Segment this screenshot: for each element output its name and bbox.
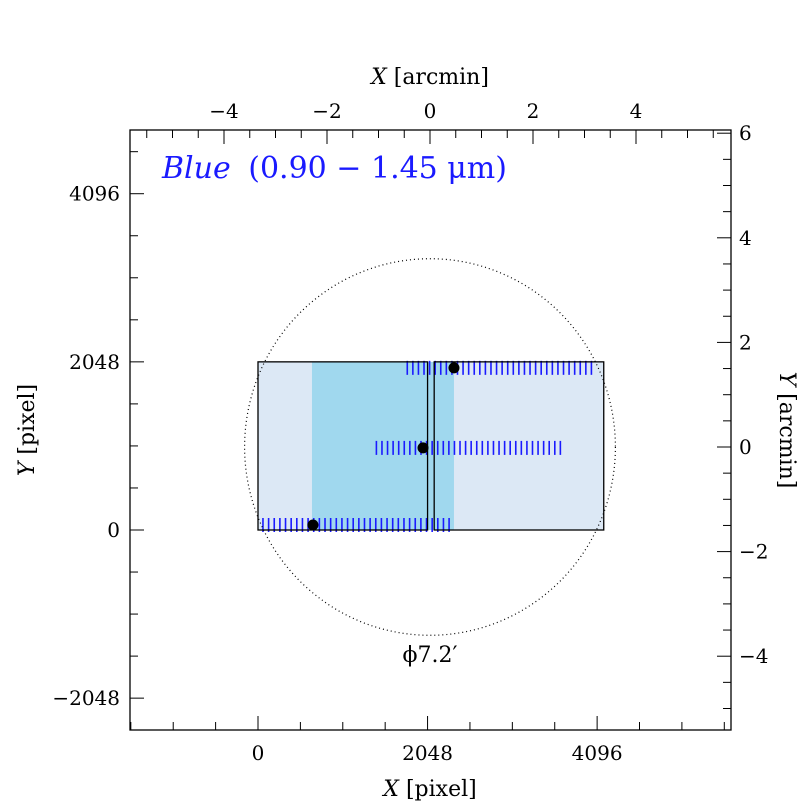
y-arcmin-tick-label: 6 bbox=[739, 121, 752, 145]
x-arcmin-tick-label: 0 bbox=[424, 99, 437, 123]
x-pixel-tick-label: 2048 bbox=[402, 741, 453, 765]
y-pixel-tick-label: 2048 bbox=[69, 350, 120, 374]
y-pixel-tick-label: −2048 bbox=[52, 686, 120, 710]
x-arcmin-tick-label: 4 bbox=[630, 99, 643, 123]
band-title-name: Blue bbox=[161, 151, 231, 186]
x-arcmin-tick-label: −2 bbox=[312, 99, 341, 123]
field-circle-label: ϕ7.2′ bbox=[403, 643, 458, 668]
y-pixel-axis-label: Y [pixel] bbox=[15, 384, 40, 476]
wavelength-band-region bbox=[311, 361, 454, 530]
x-pixel-tick-label: 4096 bbox=[572, 741, 623, 765]
y-arcmin-axis-label: Y [arcmin] bbox=[774, 372, 799, 489]
y-arcmin-tick-label: 4 bbox=[739, 226, 752, 250]
dither-row-1 bbox=[375, 440, 562, 455]
y-arcmin-tick-label: −4 bbox=[739, 644, 768, 668]
x-pixel-axis-label: X [pixel] bbox=[381, 777, 476, 802]
detector-outline-1 bbox=[433, 361, 605, 531]
pointing-marker-1 bbox=[417, 442, 429, 454]
y-arcmin-tick-label: −2 bbox=[739, 540, 768, 564]
x-arcmin-tick-label: −4 bbox=[209, 99, 238, 123]
pointing-marker-0 bbox=[307, 519, 319, 531]
y-arcmin-tick-label: 2 bbox=[739, 330, 752, 354]
x-arcmin-axis-label: X [arcmin] bbox=[369, 65, 489, 90]
x-arcmin-tick-label: 2 bbox=[527, 99, 540, 123]
pointing-marker-2 bbox=[448, 362, 460, 374]
band-title-range: (0.90 − 1.45 μm) bbox=[248, 151, 507, 186]
detector-fill-1 bbox=[434, 361, 604, 530]
field-of-view-circle bbox=[244, 258, 616, 636]
y-arcmin-tick-label: 0 bbox=[739, 435, 752, 459]
y-pixel-tick-label: 0 bbox=[107, 518, 120, 542]
band-title: Blue (0.90 − 1.45 μm) bbox=[161, 151, 507, 186]
x-pixel-tick-label: 0 bbox=[252, 741, 265, 765]
y-pixel-tick-label: 4096 bbox=[69, 182, 120, 206]
dither-row-2 bbox=[406, 360, 593, 375]
